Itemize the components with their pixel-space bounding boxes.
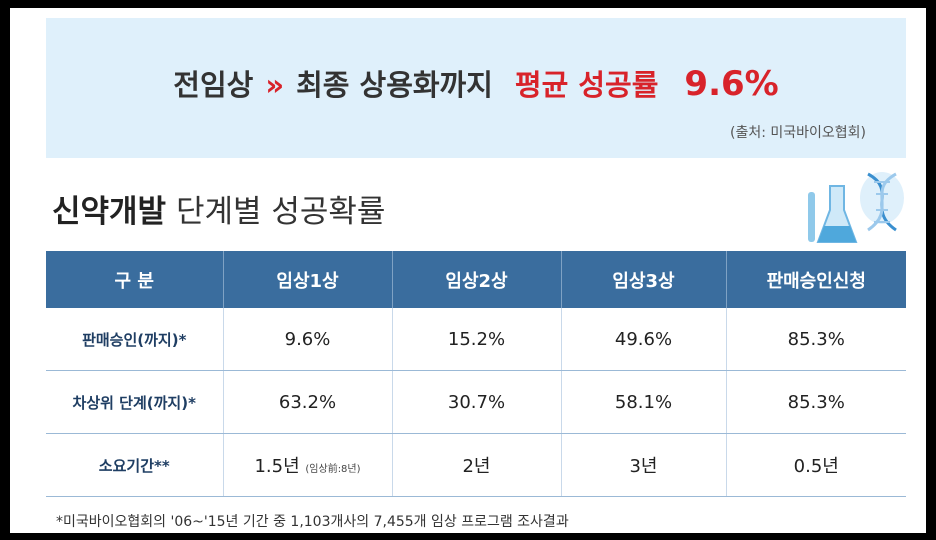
- banner-source: (출처: 미국바이오협회): [729, 125, 866, 141]
- table-cell: 85.3%: [725, 370, 906, 434]
- flask-icon: [808, 185, 858, 243]
- summary-headline: 전임상 » 최종 상용화까지 평균 성공률 9.6%: [46, 62, 906, 104]
- row-label: 판매승인(까지)*: [46, 308, 223, 371]
- cell-value: 1.5년: [254, 456, 300, 477]
- table-cell: 0.5년: [725, 433, 906, 497]
- table-row: 차상위 단계(까지)* 63.2% 30.7% 58.1% 85.3%: [46, 370, 906, 434]
- dna-helix-icon: [860, 172, 904, 232]
- double-arrow-icon: »: [265, 68, 285, 102]
- banner-rate: 9.6%: [684, 64, 779, 104]
- table-cell: 1.5년 (임상前:8년): [222, 433, 392, 497]
- table-cell: 58.1%: [560, 370, 726, 434]
- header-phase3: 임상3상: [560, 251, 726, 308]
- row-label: 소요기간**: [46, 433, 223, 497]
- footnote: *미국바이오협회의 '06~'15년 기간 중 1,103개사의 7,455개 …: [56, 514, 569, 530]
- section-title-strong: 신약개발: [52, 194, 167, 230]
- header-approval-filing: 판매승인신청: [725, 251, 906, 308]
- table-row: 소요기간** 1.5년 (임상前:8년) 2년 3년 0.5년: [46, 433, 906, 497]
- table-row: 판매승인(까지)* 9.6% 15.2% 49.6% 85.3%: [46, 308, 906, 371]
- preclinical-note: (임상前:8년): [305, 464, 361, 475]
- header-phase1: 임상1상: [222, 251, 392, 308]
- header-phase2: 임상2상: [391, 251, 561, 308]
- table-cell: 15.2%: [391, 308, 561, 371]
- table-cell: 85.3%: [725, 308, 906, 371]
- table-cell: 63.2%: [222, 370, 392, 434]
- section-title: 신약개발 단계별 성공확률: [52, 186, 385, 231]
- section-title-rest: 단계별 성공확률: [166, 194, 386, 230]
- summary-banner: 전임상 » 최종 상용화까지 평균 성공률 9.6% (출처: 미국바이오협회): [46, 18, 906, 158]
- table-cell: 49.6%: [560, 308, 726, 371]
- banner-highlight: 평균 성공률: [514, 68, 659, 102]
- table-cell: 9.6%: [222, 308, 392, 371]
- table-cell: 30.7%: [391, 370, 561, 434]
- banner-middle: 최종 상용화까지: [296, 68, 493, 102]
- infographic-card: 전임상 » 최종 상용화까지 평균 성공률 9.6% (출처: 미국바이오협회) 신약개…: [10, 8, 926, 533]
- banner-prefix: 전임상: [173, 68, 254, 102]
- table-header-row: 구 분 임상1상 임상2상 임상3상 판매승인신청: [46, 251, 906, 308]
- table-cell: 3년: [560, 433, 726, 497]
- success-rate-table: 구 분 임상1상 임상2상 임상3상 판매승인신청 판매승인(까지)* 9.6%…: [46, 251, 906, 497]
- lab-decoration: [808, 172, 904, 243]
- table-cell: 2년: [391, 433, 561, 497]
- header-category: 구 분: [46, 251, 223, 308]
- row-label: 차상위 단계(까지)*: [46, 370, 223, 434]
